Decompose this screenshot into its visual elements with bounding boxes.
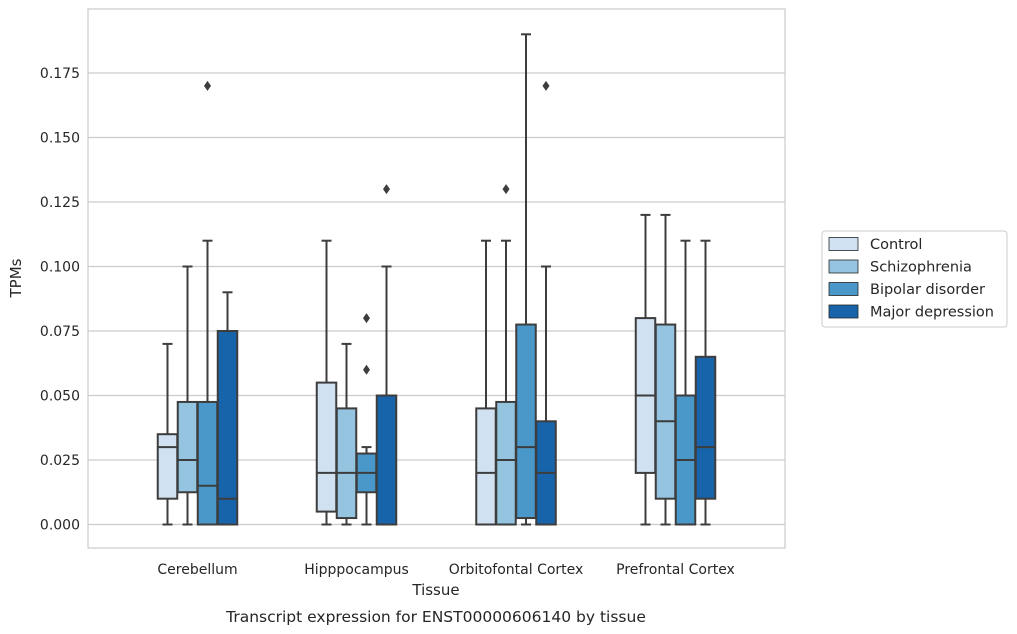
outlier-point xyxy=(502,184,510,195)
legend-label: Schizophrenia xyxy=(870,260,972,276)
box-schizophrenia xyxy=(654,213,677,526)
outlier-point xyxy=(363,313,370,324)
y-tick-label: 0.100 xyxy=(40,260,80,276)
x-tick-label: Prefrontal Cortex xyxy=(616,562,735,578)
box-body xyxy=(694,355,717,500)
legend-label: Major depression xyxy=(870,305,994,321)
box-body xyxy=(156,433,179,500)
y-tick-labels: 0.000 0.025 0.050 0.075 0.100 0.125 0.150 0.175 xyxy=(40,66,80,534)
box-body xyxy=(654,323,677,500)
box-bipolar-disorder xyxy=(515,33,537,526)
y-axis-label: TPMs xyxy=(7,258,25,298)
y-tick-label: 0.150 xyxy=(40,131,80,147)
box-body xyxy=(515,323,537,520)
x-tick-label: Hipppocampus xyxy=(304,562,409,578)
y-tick-label: 0.000 xyxy=(40,518,80,534)
box-body xyxy=(176,400,199,494)
box-body xyxy=(375,394,398,526)
x-tick-label: Orbitofontal Cortex xyxy=(449,562,584,578)
plot-area-frame xyxy=(87,8,786,549)
y-tick-label: 0.175 xyxy=(40,66,80,82)
box-body xyxy=(495,400,517,526)
box-body xyxy=(335,407,358,520)
box-control xyxy=(634,213,657,526)
box-control xyxy=(315,239,338,526)
x-tick-label: Cerebellum xyxy=(157,562,237,578)
y-tick-label: 0.050 xyxy=(40,389,80,405)
legend: Control Schizophrenia Bipolar disorder Majo… xyxy=(821,230,1008,328)
box-body xyxy=(475,407,497,526)
legend-label: Control xyxy=(870,237,922,253)
legend-swatch xyxy=(828,282,859,296)
box-control xyxy=(156,342,179,526)
x-axis-label: Tissue xyxy=(411,581,459,599)
box-series xyxy=(156,33,717,526)
box-control xyxy=(475,239,497,526)
outlier-point xyxy=(542,80,550,91)
y-tick-label: 0.075 xyxy=(40,324,80,340)
box-bipolar-disorder xyxy=(196,80,219,526)
legend-frame xyxy=(821,230,1008,328)
box-body xyxy=(216,330,239,526)
box-schizophrenia xyxy=(176,265,199,526)
legend-swatch xyxy=(828,304,859,319)
y-tick-label: 0.025 xyxy=(40,453,80,469)
chart-caption: Transcript expression for ENST0000060614… xyxy=(225,608,646,626)
outlier-point xyxy=(383,184,390,195)
box-major-depression xyxy=(216,291,239,526)
legend-swatch xyxy=(828,237,859,251)
outlier-point xyxy=(363,364,370,375)
y-tick-label: 0.125 xyxy=(40,195,80,211)
outlier-point xyxy=(204,80,211,91)
legend-label: Bipolar disorder xyxy=(870,282,985,298)
box-bipolar-disorder xyxy=(674,239,697,526)
box-bipolar-disorder xyxy=(355,313,378,526)
box-major-depression xyxy=(535,80,557,526)
box-major-depression xyxy=(375,184,398,526)
x-tick-labels: Cerebellum Hipppocampus Orbitofontal Corte… xyxy=(157,562,734,578)
box-body xyxy=(196,400,219,526)
box-major-depression xyxy=(694,239,717,526)
box-body xyxy=(315,381,338,513)
box-schizophrenia xyxy=(335,342,358,526)
legend-swatch xyxy=(828,259,859,274)
box-schizophrenia xyxy=(495,184,517,526)
